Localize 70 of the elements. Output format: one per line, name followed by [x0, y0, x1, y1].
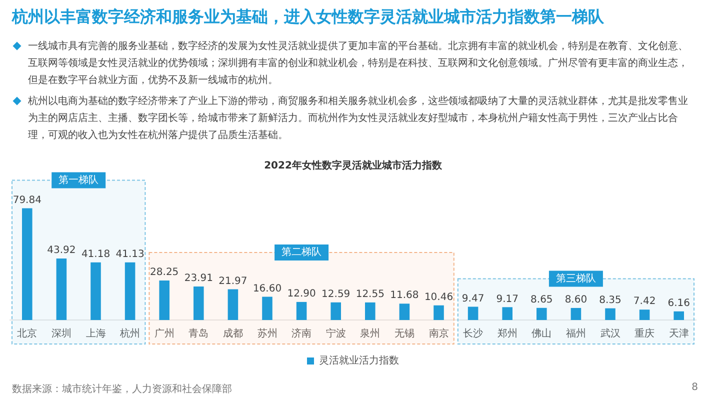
x-tick-label: 杭州 [119, 328, 140, 340]
data-label: 8.65 [530, 294, 553, 306]
data-label: 21.97 [218, 276, 248, 287]
x-tick-label: 郑州 [497, 328, 518, 340]
data-label: 9.47 [462, 293, 484, 304]
data-label: 12.55 [356, 289, 384, 300]
bar [399, 304, 410, 320]
bar [570, 308, 582, 320]
x-tick-label: 重庆 [634, 328, 655, 340]
bar [365, 302, 376, 320]
x-tick-label: 宁波 [326, 328, 346, 340]
bar [296, 302, 307, 320]
x-tick-label: 长沙 [463, 328, 484, 340]
data-label: 6.16 [668, 298, 690, 309]
data-label: 28.25 [150, 267, 179, 278]
text: 杭州以电商为基础的数字经济带来了产业上下游的带动，商贸服务和相关服务就业机会多，这些领域都吸纳了大量的灵活就业群体，尤其是批发零售业为主的网店店主、主播、数字团长等，给城市带来了新鲜活力。而杭州作为女性灵活就业友好型城市，本身杭州户籍女性高于男性，三次产业占比合理，可观的收入也为女性在杭州落户提供了品质生活基础。 [28, 96, 688, 141]
x-tick-label: 深圳 [51, 328, 72, 340]
bar [605, 308, 616, 320]
data-label: 43.92 [47, 245, 76, 256]
data-label: 8.35 [599, 294, 622, 306]
data-label: 41.13 [116, 249, 144, 260]
x-tick-label: 无锡 [394, 328, 414, 340]
bar [262, 296, 272, 320]
data-label: 12.90 [287, 288, 316, 300]
x-tick-label: 上海 [86, 328, 106, 340]
data-label: 8.60 [564, 294, 588, 306]
data-label: 41.18 [81, 248, 110, 260]
bar [536, 308, 547, 320]
bar [330, 302, 341, 320]
chart-subtitle: 2022年女性数字灵活就业城市活力指数 [264, 160, 443, 172]
x-tick-label: 武汉 [600, 328, 620, 340]
data-label: 9.17 [496, 294, 518, 305]
x-tick-label: 天津 [668, 328, 689, 340]
text: 8 [692, 382, 698, 393]
bar [434, 305, 444, 320]
data-label: 16.60 [252, 283, 282, 294]
band-label: 第一梯队 [58, 174, 99, 186]
bar [56, 258, 67, 320]
data-label: 10.46 [424, 292, 454, 303]
bar [90, 262, 101, 320]
data-label: 12.59 [322, 288, 350, 300]
bar [639, 310, 650, 320]
band-label: 第二梯队 [282, 246, 322, 258]
text: 一线城市具有完善的服务业基础，数字经济的发展为女性灵活就业提供了更加丰富的平台基础。北京拥有丰富的就业机会，特别是在教育、文化创意、互联网等领域是女性灵活就业的优势领域；深圳拥有丰富的创业和就业机会，特别是在科技、互联网和文化创意领域。广州尽管有更丰富的商业生态，但是在数字平台就业方面，优势不及新一线城市的杭州。 [28, 41, 688, 86]
chart-title: 杭州以丰富数字经济和服务业为基础，进入女性数字灵活就业城市活力指数第一梯队 [12, 7, 604, 28]
bar [159, 280, 170, 320]
x-tick-label: 佛山 [532, 328, 552, 340]
data-label: 11.68 [390, 290, 419, 302]
source-note: 数据来源：城市统计年鉴，人力资源和社会保障部 [12, 382, 232, 396]
legend-label: 灵活就业活力指数 [319, 354, 399, 367]
bar [502, 307, 512, 320]
bar [228, 289, 238, 320]
x-tick-label: 泉州 [360, 328, 380, 340]
x-tick-label: 福州 [566, 328, 586, 340]
bar [468, 306, 478, 320]
x-tick-label: 青岛 [188, 328, 209, 340]
bar [124, 262, 136, 320]
data-label: 79.84 [12, 194, 42, 206]
data-label: 7.42 [633, 296, 656, 308]
data-label: 23.91 [184, 273, 213, 284]
x-tick-label: 济南 [292, 328, 312, 340]
bar [674, 311, 684, 320]
bar [194, 286, 204, 320]
x-tick-label: 南京 [428, 328, 449, 340]
x-tick-label: 成都 [222, 328, 243, 340]
x-tick-label: 苏州 [257, 328, 278, 340]
band-label: 第三梯队 [556, 272, 596, 284]
bar [22, 208, 32, 320]
x-tick-label: 北京 [17, 328, 38, 340]
x-tick-label: 广州 [154, 328, 174, 340]
